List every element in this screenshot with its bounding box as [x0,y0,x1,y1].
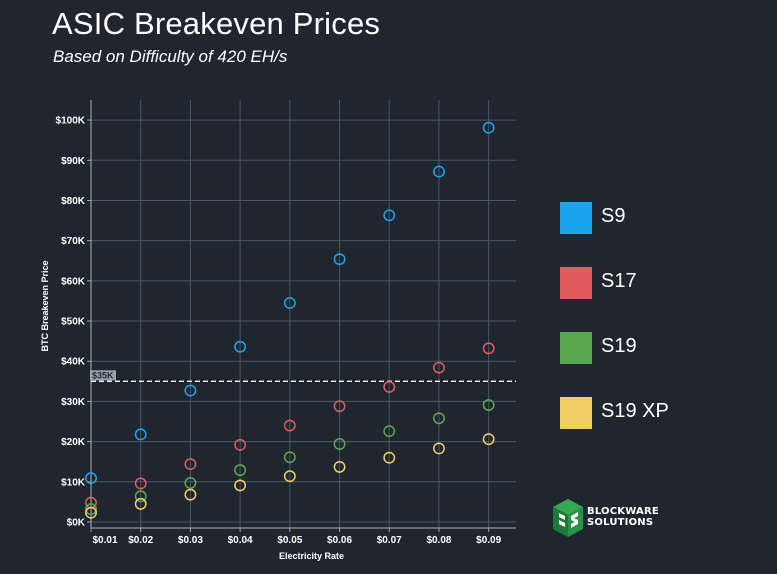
y-tick-label: $20K [61,437,86,448]
chart-subtitle: Based on Difficulty of 420 EH/s [53,47,288,66]
axes [87,100,516,532]
data-points [85,121,495,519]
x-tick-label: $0.05 [277,535,302,546]
legend-item-s19[interactable]: S19 [560,332,760,366]
blockware-cube-icon [553,499,583,537]
legend-item-s9[interactable]: S9 [560,202,760,236]
data-point [333,438,346,450]
data-point [234,438,247,451]
reference-line-group: $35K [90,370,516,383]
y-tick-label: $80K [61,196,86,207]
data-point [482,121,495,134]
data-point [283,470,296,483]
legend-label-s17: S17 [601,270,637,292]
y-tick-label: $0K [67,517,86,528]
data-point [482,399,495,411]
data-point [482,342,495,355]
data-point [433,442,445,455]
x-tick-label: $0.04 [228,535,253,546]
series-s9 [85,121,495,485]
data-point [234,479,247,492]
data-point [383,451,396,464]
x-tick-label: $0.06 [327,535,352,546]
series-s19 [85,399,495,516]
legend-item-s17[interactable]: S17 [560,267,760,301]
grid-lines [91,100,516,528]
y-tick-label: $30K [61,397,86,408]
x-axis-title: Electricity Rate [279,551,344,561]
y-tick-label: $60K [61,276,86,287]
y-tick-label: $100K [56,116,86,127]
y-tick-label: $90K [61,156,86,167]
x-tick-label: $0.03 [178,535,203,546]
logo-line-1: BLOCKWARE [587,506,659,517]
data-point [85,506,97,519]
x-tick-label: $0.09 [476,535,501,546]
data-point [184,458,197,471]
data-point [383,380,396,393]
x-tick-label: $0.02 [128,535,153,546]
x-tick-label: $0.07 [377,535,402,546]
reference-label-bg [90,370,116,381]
data-point [184,477,197,489]
legend-swatch-s9 [560,202,592,234]
logo-line-2: SOLUTIONS [587,517,654,528]
data-point [283,296,296,309]
data-point [433,361,445,374]
y-tick-label: $50K [61,317,86,328]
legend-item-s19-xp[interactable]: S19 XP [560,397,760,431]
data-point [184,384,197,397]
data-point [383,209,396,222]
data-point [333,400,346,413]
legend-swatch-s19-xp [560,397,592,429]
data-point [283,419,296,432]
data-point [184,488,197,501]
data-point [134,477,147,490]
y-axis-title: BTC Breakeven Price [40,260,50,351]
data-point [383,425,396,438]
data-point [134,497,147,510]
data-point [333,460,346,473]
legend-swatch-s19 [560,332,592,364]
y-tick-label: $70K [61,236,86,247]
data-point [234,340,247,353]
data-point [283,451,296,464]
data-point [433,165,445,178]
y-tick-label: $10K [61,477,86,488]
legend-label-s9: S9 [601,205,626,227]
x-tick-label: $0.01 [92,535,117,546]
data-point [482,433,495,446]
data-point [433,412,445,425]
chart-title: ASIC Breakeven Prices [52,6,381,41]
data-point [333,253,346,266]
data-point [85,472,97,485]
data-point [85,503,97,516]
data-point [134,428,147,441]
y-tick-label: $40K [61,357,86,368]
reference-label: $35K [92,370,114,380]
logo-text: BLOCKWARE SOLUTIONS [587,506,659,528]
axis-labels: $0K $10K $20K $30K $40K $50K $60K $70K $80K $90K $… [40,116,502,561]
data-point [134,490,147,503]
legend-label-s19: S19 [601,335,637,357]
blockware-logo: BLOCKWARE SOLUTIONS [551,498,659,538]
data-point [234,464,247,477]
x-tick-label: $0.08 [426,535,451,546]
series-s19-xp [85,433,495,519]
legend-swatch-s17 [560,267,592,299]
legend-label-s19-xp: S19 XP [601,400,669,422]
